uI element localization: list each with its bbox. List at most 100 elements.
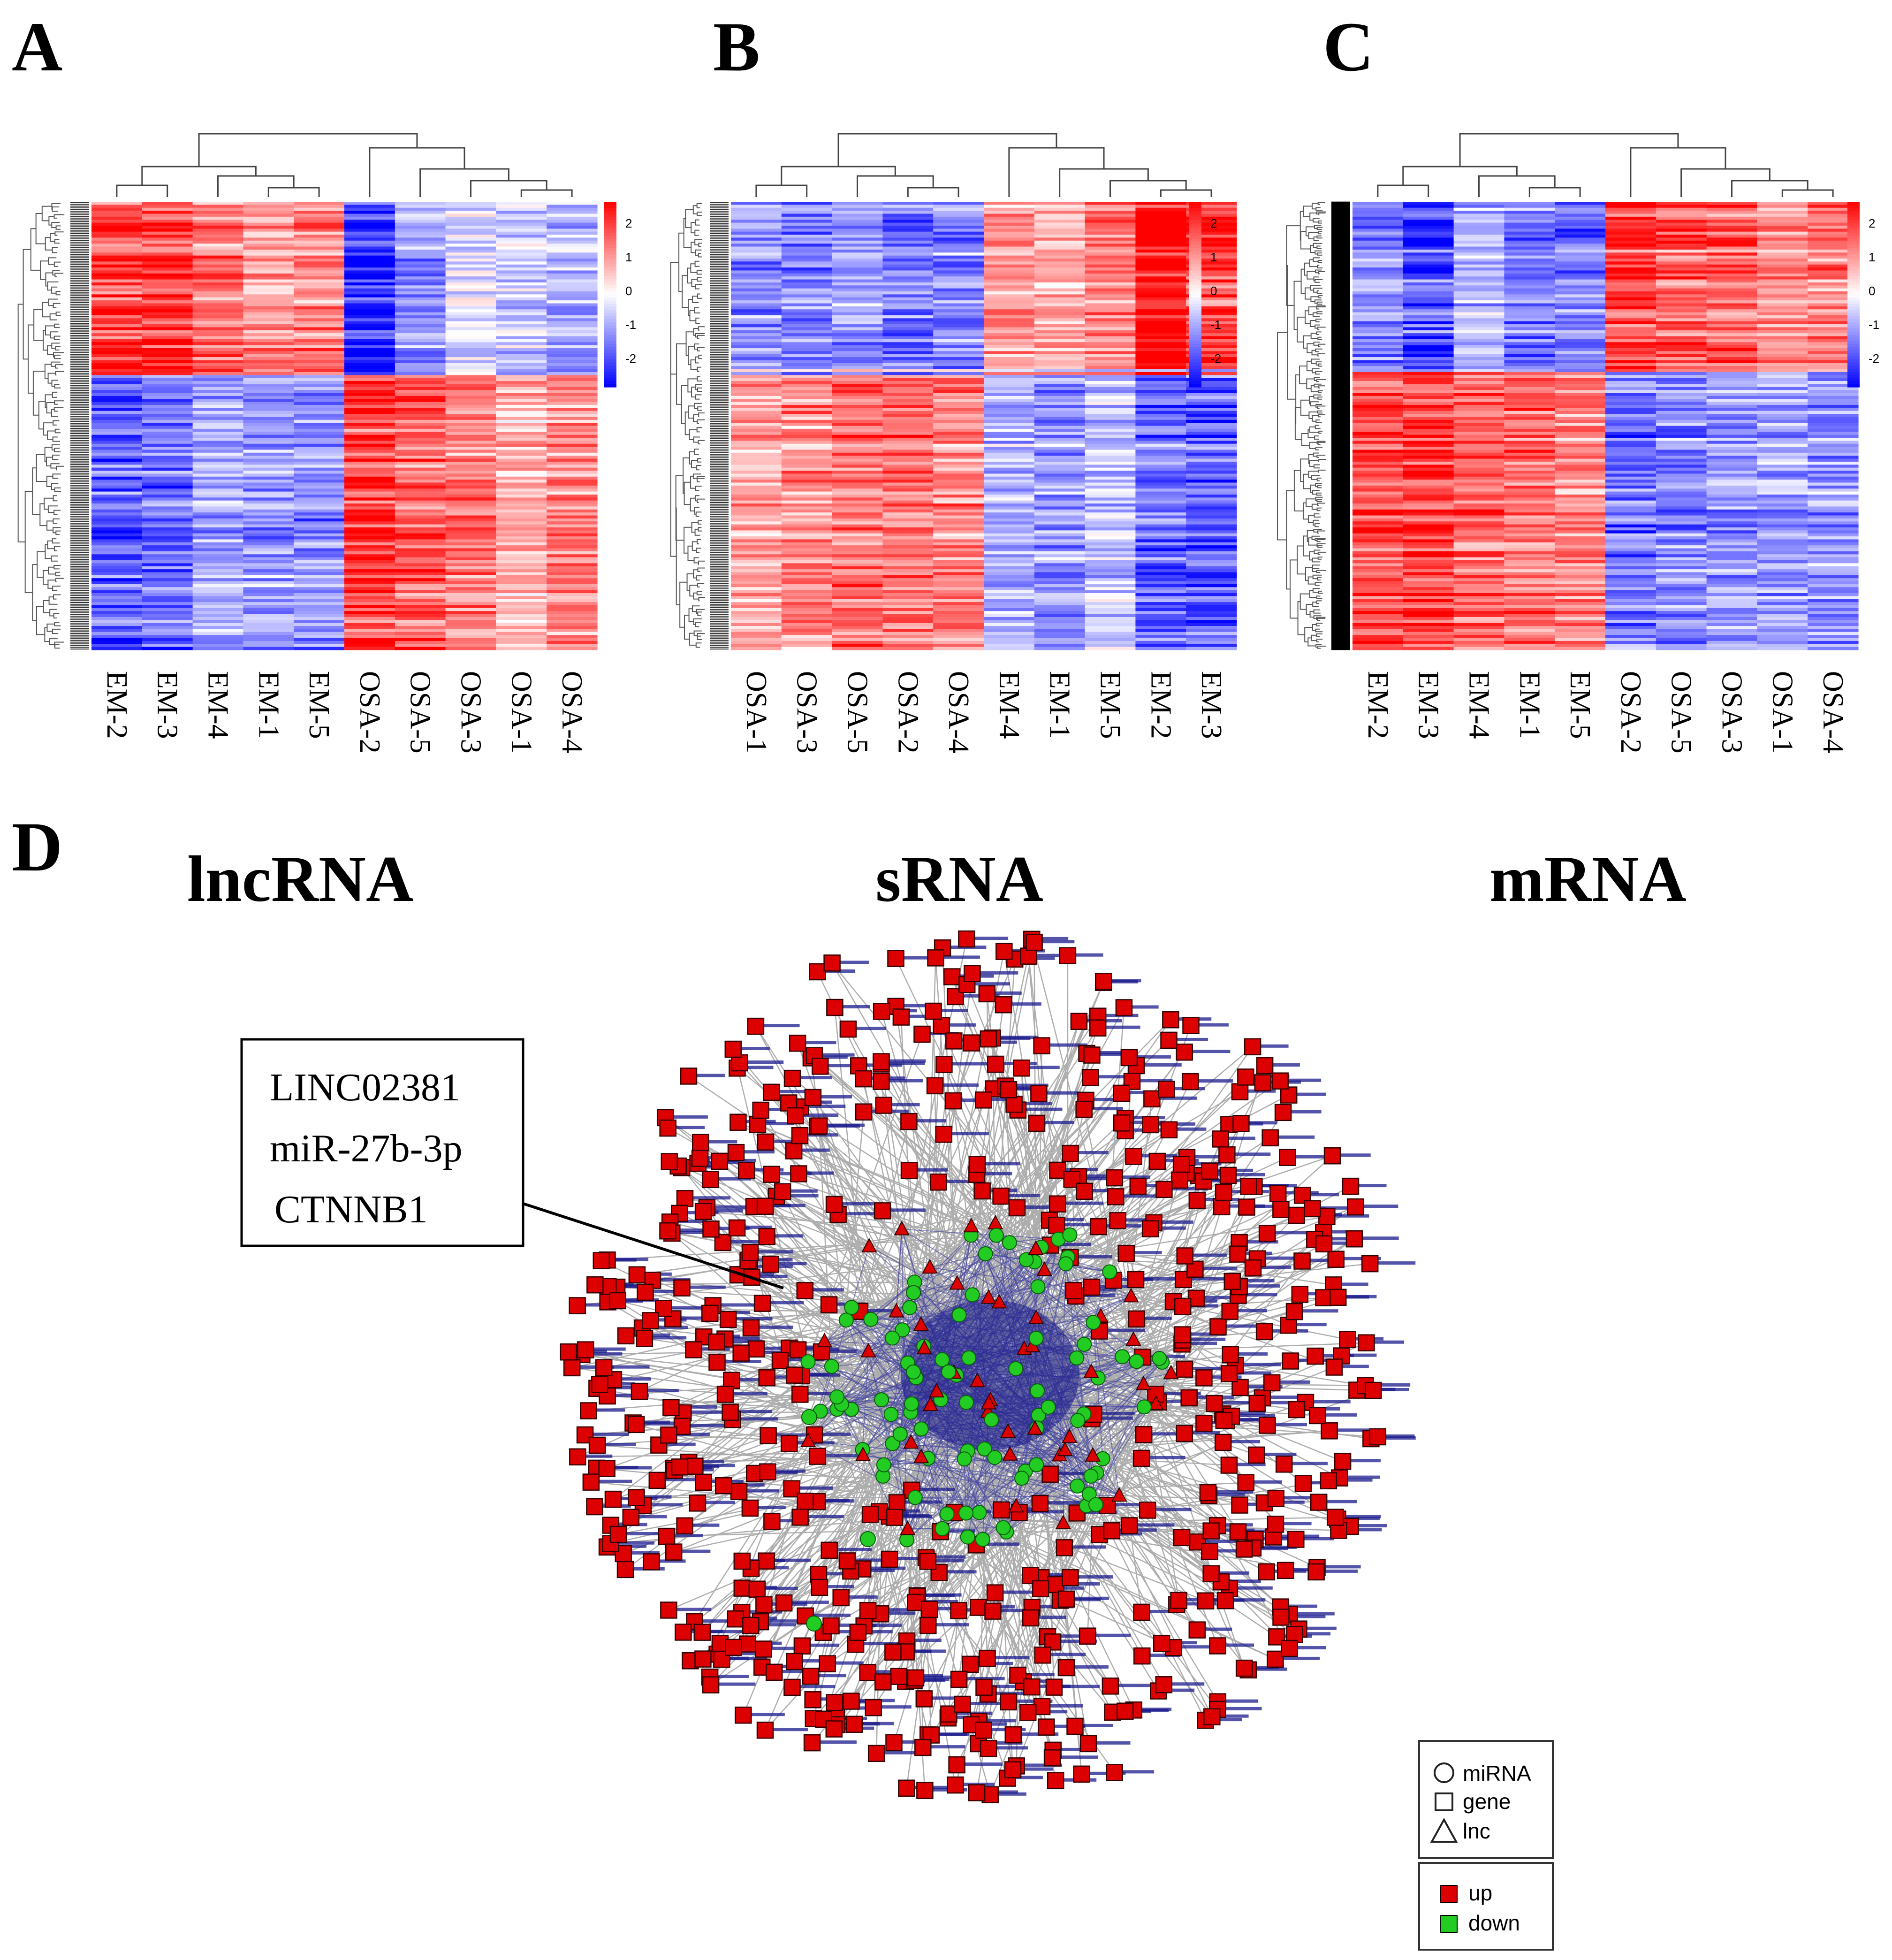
scale-segment xyxy=(1189,242,1201,245)
heatmap-cell xyxy=(984,500,1035,504)
heatmap-cell xyxy=(1555,244,1606,247)
heatmap-cell xyxy=(832,563,883,567)
heatmap-cell xyxy=(984,560,1035,564)
heatmap-cell xyxy=(1605,270,1656,274)
scale-segment xyxy=(1189,337,1201,341)
heatmap-cell xyxy=(1555,252,1606,256)
heatmap-cell xyxy=(243,647,294,650)
heatmap-cell xyxy=(781,551,833,555)
heatmap-cell xyxy=(1135,417,1186,420)
heatmap-cell xyxy=(496,291,547,295)
heatmap-cell xyxy=(496,207,547,211)
heatmap-cell xyxy=(344,494,395,498)
heatmap-cell xyxy=(547,354,598,358)
heatmap-cell xyxy=(1135,512,1186,516)
heatmap-cell xyxy=(294,244,345,247)
heatmap-cell xyxy=(344,629,395,633)
dendrogram-branch xyxy=(679,581,687,628)
heatmap-cell xyxy=(192,551,243,555)
heatmap-cell xyxy=(731,608,782,611)
heatmap-cell xyxy=(1085,423,1136,427)
heatmap-cell xyxy=(344,237,395,241)
heatmap-cell xyxy=(142,411,193,414)
heatmap-cell xyxy=(344,566,395,570)
heatmap-cell xyxy=(1605,229,1656,232)
heatmap-cell xyxy=(1504,419,1555,423)
scale-segment xyxy=(1189,205,1201,208)
heatmap-cell xyxy=(832,587,883,591)
heatmap-cell xyxy=(445,354,496,358)
heatmap-cell xyxy=(395,363,446,366)
heatmap-cell xyxy=(1186,372,1237,375)
heatmap-cell xyxy=(142,342,193,346)
heatmap-cell xyxy=(192,252,243,256)
heatmap-cell xyxy=(1555,321,1606,325)
heatmap-cell xyxy=(933,282,984,286)
heatmap-cell xyxy=(933,569,984,573)
heatmap-cell xyxy=(1757,222,1808,226)
heatmap-cell xyxy=(142,635,193,639)
heatmap-cell xyxy=(496,485,547,489)
heatmap-cell xyxy=(1403,480,1454,483)
heatmap-cell xyxy=(1555,246,1606,250)
heatmap-cell xyxy=(445,267,496,271)
heatmap-cell xyxy=(1085,447,1136,450)
heatmap-cell xyxy=(1186,399,1237,403)
heatmap-cell xyxy=(1757,432,1808,435)
heatmap-cell xyxy=(547,342,598,346)
heatmap-cell xyxy=(882,557,934,561)
heatmap-cell xyxy=(344,626,395,630)
heatmap-cell xyxy=(1135,554,1186,558)
heatmap-cell xyxy=(395,309,446,313)
heatmap-cell xyxy=(1135,285,1186,289)
heatmap-cell xyxy=(243,548,294,552)
heatmap-cell xyxy=(243,581,294,585)
heatmap-cell xyxy=(243,450,294,453)
heatmap-cell xyxy=(142,428,193,432)
heatmap-cell xyxy=(445,404,496,408)
heatmap-cell xyxy=(243,509,294,513)
heatmap-cell xyxy=(445,605,496,609)
heatmap-cell xyxy=(1403,497,1454,501)
heatmap-cell xyxy=(1808,452,1859,456)
heatmap-cell xyxy=(547,237,598,241)
heatmap-cell xyxy=(882,632,934,635)
heatmap-cell xyxy=(445,432,496,435)
heatmap-cell xyxy=(192,279,243,283)
heatmap-cell xyxy=(395,545,446,549)
heatmap-cell xyxy=(781,596,833,600)
heatmap-cell xyxy=(1808,336,1859,340)
heatmap-cell xyxy=(1605,414,1656,417)
heatmap-cell xyxy=(933,530,984,534)
heatmap-cell xyxy=(142,608,193,611)
heatmap-cell xyxy=(91,205,143,208)
heatmap-cell xyxy=(294,321,345,325)
heatmap-cell xyxy=(1453,336,1504,340)
heatmap-cell xyxy=(1555,423,1606,427)
dendrogram-branch xyxy=(697,633,705,638)
heatmap-cell xyxy=(1453,246,1504,250)
heatmap-cell xyxy=(1085,432,1136,435)
heatmap-cell xyxy=(1186,291,1237,295)
heatmap-cell xyxy=(1605,321,1656,325)
heatmap-cell xyxy=(1135,360,1186,364)
heatmap-cell xyxy=(445,626,496,630)
heatmap-cell xyxy=(547,626,598,630)
heatmap-cell xyxy=(294,590,345,594)
heatmap-cell xyxy=(1656,404,1707,408)
heatmap-cell xyxy=(1757,282,1808,286)
heatmap-cell xyxy=(445,408,496,412)
heatmap-cell xyxy=(1186,375,1237,379)
heatmap-cell xyxy=(243,246,294,250)
heatmap-cell xyxy=(1504,366,1555,370)
heatmap-cell xyxy=(1808,246,1859,250)
heatmap-cell xyxy=(1706,384,1757,388)
heatmap-cell xyxy=(243,605,294,609)
heatmap-cell xyxy=(1186,220,1237,223)
heatmap-cell xyxy=(1656,461,1707,465)
heatmap-cell xyxy=(1034,497,1086,501)
sample-label: OSA-4 xyxy=(942,671,974,754)
heatmap-cell xyxy=(781,270,833,274)
heatmap-cell xyxy=(882,480,934,483)
heatmap-cell xyxy=(142,432,193,435)
